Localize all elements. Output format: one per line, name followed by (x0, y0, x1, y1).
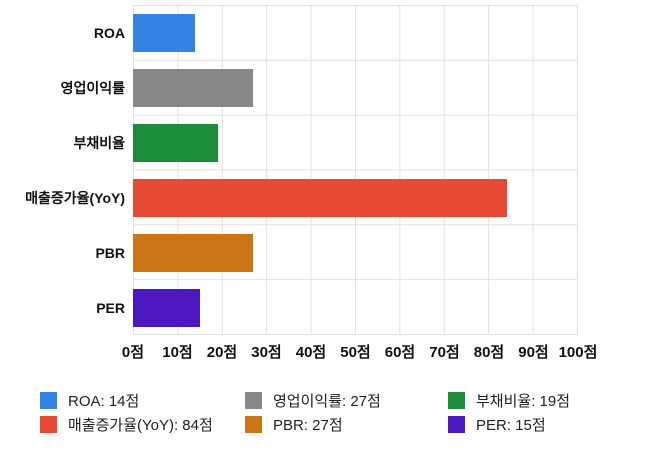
x-tick-label: 50점 (340, 344, 371, 361)
legend-label: PER: 15점 (476, 417, 546, 434)
bar-ROA[interactable] (133, 13, 195, 52)
legend-swatch-icon (448, 392, 465, 409)
legend-label: ROA: 14점 (68, 393, 140, 410)
category-label: PBR (95, 244, 125, 261)
plot-area (133, 5, 578, 335)
legend-item[interactable]: 부채비율: 19점 (448, 392, 625, 410)
x-tick-label: 100점 (558, 344, 598, 361)
legend-item[interactable]: PBR: 27점 (245, 416, 448, 434)
legend-item[interactable]: 매출증가율(YoY): 84점 (40, 416, 245, 434)
bar-PBR[interactable] (133, 233, 253, 272)
x-tick-label: 60점 (384, 344, 416, 361)
x-tick-label: 30점 (251, 344, 282, 361)
legend-item[interactable]: 영업이익률: 27점 (245, 392, 448, 410)
bar-PER[interactable] (133, 288, 200, 327)
legend-swatch-icon (245, 416, 262, 433)
bar-매출증가율(YoY)[interactable] (133, 178, 507, 217)
legend-item[interactable]: ROA: 14점 (40, 392, 245, 410)
legend-label: 부채비율: 19점 (476, 393, 571, 410)
legend-swatch-icon (245, 392, 262, 409)
bar-부채비율[interactable] (133, 123, 218, 162)
legend-label: 영업이익률: 27점 (273, 393, 381, 410)
category-label: 영업이익률 (60, 79, 125, 96)
category-label: PER (96, 299, 125, 316)
legend-label: 매출증가율(YoY): 84점 (68, 417, 213, 434)
x-tick-label: 40점 (295, 344, 327, 361)
category-label: ROA (93, 24, 125, 41)
x-tick-label: 10점 (162, 344, 193, 361)
bar-영업이익률[interactable] (133, 68, 253, 107)
legend-label: PBR: 27점 (273, 417, 343, 434)
category-label: 부채비율 (73, 134, 125, 151)
category-label: 매출증가율(YoY) (25, 189, 125, 206)
legend-swatch-icon (40, 416, 57, 433)
x-tick-label: 0점 (121, 344, 145, 361)
x-tick-label: 90점 (518, 344, 549, 361)
legend-swatch-icon (448, 416, 465, 433)
legend-item[interactable]: PER: 15점 (448, 416, 625, 434)
x-tick-label: 80점 (473, 344, 505, 361)
x-axis: 0점 10점 20점 30점 40점 50점 60점 70점 80점 90점 100점 (122, 341, 597, 363)
legend-swatch-icon (40, 392, 57, 409)
x-tick-label: 20점 (206, 344, 238, 361)
x-tick-label: 70점 (429, 344, 460, 361)
